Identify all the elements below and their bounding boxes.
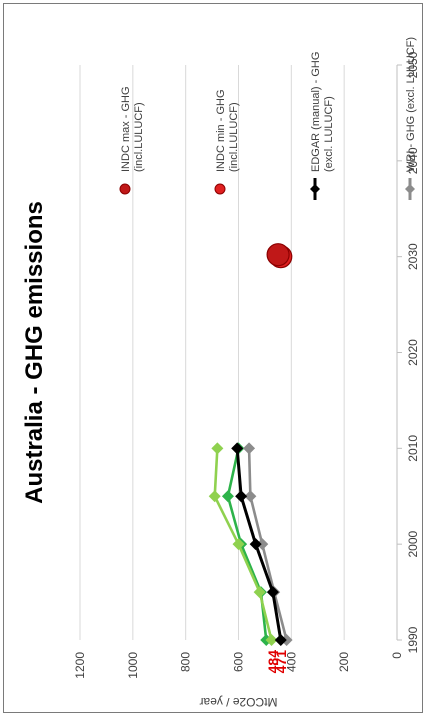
legend-marker bbox=[119, 183, 131, 195]
data-point bbox=[253, 586, 266, 599]
x-tick-label: 2050 bbox=[406, 51, 420, 78]
y-tick-label: 600 bbox=[232, 652, 246, 672]
y-tick-label: 1000 bbox=[126, 652, 140, 679]
legend-item: WRI - GHG (excl. LULUCF) bbox=[405, 37, 417, 200]
legend-item: INDC min - GHG (incl.LULUCF) bbox=[214, 90, 240, 195]
legend-label: INDC min - GHG bbox=[215, 90, 227, 173]
y-tick-label: 400 bbox=[284, 652, 298, 672]
legend-item: EDGAR (manual) - GHG (excl. LULUCF) bbox=[310, 52, 335, 200]
legend-label: (excl. LULUCF) bbox=[323, 96, 335, 172]
legend-label: INDC max - GHG bbox=[120, 86, 132, 172]
data-point bbox=[221, 490, 234, 503]
legend-label: WRI - GHG (excl. LULUCF) bbox=[405, 37, 417, 172]
y-axis-label: MtCO2e / year bbox=[199, 695, 277, 709]
data-point bbox=[266, 586, 279, 599]
data-point bbox=[265, 634, 278, 646]
legend-item: INDC max - GHG (incl.LULUCF) bbox=[119, 86, 145, 195]
x-tick-label: 2000 bbox=[406, 530, 420, 557]
y-tick-label: 0 bbox=[390, 652, 404, 659]
y-tick-label: 800 bbox=[179, 652, 193, 672]
data-label: 471 bbox=[273, 650, 289, 674]
indc-point bbox=[266, 243, 290, 267]
x-ticks: 1990 2000 2010 2020 2030 2040 2050 bbox=[397, 51, 420, 653]
legend-marker bbox=[405, 184, 415, 194]
chart-frame bbox=[3, 3, 423, 713]
y-tick-label: 200 bbox=[337, 652, 351, 672]
legend-label: EDGAR (manual) - GHG bbox=[310, 52, 322, 172]
x-tick-label: 2040 bbox=[406, 147, 420, 174]
data-point bbox=[235, 490, 248, 503]
legend-label: (incl.LULUCF) bbox=[133, 102, 145, 172]
data-point bbox=[244, 490, 257, 503]
legend-label: (incl.LULUCF) bbox=[228, 102, 240, 172]
x-tick-label: 2020 bbox=[406, 339, 420, 366]
data-point bbox=[274, 634, 287, 646]
legend-marker bbox=[310, 184, 320, 194]
y-tick-label: 1200 bbox=[73, 652, 87, 679]
data-point bbox=[231, 442, 244, 455]
chart-title: Australia - GHG emissions bbox=[21, 201, 48, 504]
x-tick-label: 2010 bbox=[406, 435, 420, 462]
y-ticks: 0 200 400 600 800 1000 1200 bbox=[73, 652, 404, 679]
series-group bbox=[208, 243, 293, 646]
x-tick-label: 2030 bbox=[406, 243, 420, 270]
data-point bbox=[211, 442, 224, 455]
legend-marker bbox=[214, 183, 226, 195]
data-point bbox=[249, 538, 262, 551]
legend: WRI - GHG (incl. LULUCF)EDGAR (manual) -… bbox=[119, 37, 417, 200]
data-label: 484 bbox=[265, 650, 281, 674]
data-point bbox=[208, 490, 221, 503]
data-point bbox=[243, 442, 256, 455]
x-tick-label: 1990 bbox=[406, 626, 420, 653]
